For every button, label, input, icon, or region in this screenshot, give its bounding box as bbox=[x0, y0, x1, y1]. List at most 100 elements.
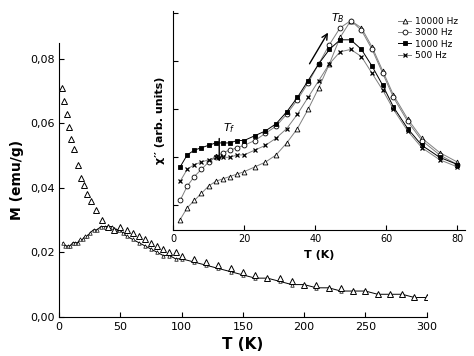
10000 Hz bbox=[327, 62, 332, 66]
10000 Hz bbox=[177, 218, 183, 222]
Legend: 10000 Hz, 3000 Hz, 1000 Hz, 500 Hz: 10000 Hz, 3000 Hz, 1000 Hz, 500 Hz bbox=[396, 15, 460, 62]
3000 Hz bbox=[213, 155, 219, 159]
3000 Hz bbox=[241, 143, 247, 147]
3000 Hz bbox=[177, 198, 183, 203]
500 Hz bbox=[380, 88, 385, 92]
3000 Hz bbox=[369, 47, 375, 52]
500 Hz bbox=[199, 160, 204, 164]
3000 Hz bbox=[455, 162, 460, 167]
500 Hz bbox=[358, 54, 364, 59]
1000 Hz bbox=[419, 143, 425, 147]
500 Hz bbox=[437, 158, 442, 162]
1000 Hz bbox=[199, 146, 204, 150]
10000 Hz bbox=[252, 165, 257, 169]
1000 Hz bbox=[327, 47, 332, 52]
1000 Hz bbox=[213, 141, 219, 145]
1000 Hz bbox=[184, 153, 190, 157]
1000 Hz bbox=[358, 47, 364, 52]
500 Hz bbox=[220, 155, 226, 159]
Line: 3000 Hz: 3000 Hz bbox=[178, 18, 460, 203]
500 Hz bbox=[455, 165, 460, 169]
1000 Hz bbox=[177, 165, 183, 169]
1000 Hz bbox=[305, 78, 311, 83]
1000 Hz bbox=[273, 122, 279, 126]
500 Hz bbox=[337, 50, 343, 54]
3000 Hz bbox=[220, 150, 226, 155]
3000 Hz bbox=[273, 124, 279, 128]
10000 Hz bbox=[405, 117, 410, 121]
Y-axis label: χ′′ (arb. units): χ′′ (arb. units) bbox=[155, 77, 165, 164]
1000 Hz bbox=[405, 126, 410, 131]
10000 Hz bbox=[284, 141, 290, 145]
10000 Hz bbox=[437, 150, 442, 155]
3000 Hz bbox=[437, 153, 442, 157]
500 Hz bbox=[252, 148, 257, 152]
1000 Hz bbox=[227, 141, 233, 145]
1000 Hz bbox=[455, 162, 460, 167]
10000 Hz bbox=[184, 205, 190, 210]
3000 Hz bbox=[380, 71, 385, 75]
10000 Hz bbox=[273, 153, 279, 157]
1000 Hz bbox=[284, 110, 290, 114]
3000 Hz bbox=[391, 95, 396, 100]
10000 Hz bbox=[316, 86, 321, 90]
1000 Hz bbox=[220, 141, 226, 145]
500 Hz bbox=[177, 179, 183, 183]
3000 Hz bbox=[305, 81, 311, 85]
500 Hz bbox=[405, 129, 410, 133]
Line: 500 Hz: 500 Hz bbox=[178, 47, 460, 184]
3000 Hz bbox=[348, 19, 354, 23]
10000 Hz bbox=[220, 177, 226, 181]
1000 Hz bbox=[294, 95, 301, 100]
500 Hz bbox=[305, 95, 311, 100]
10000 Hz bbox=[191, 198, 197, 203]
10000 Hz bbox=[241, 169, 247, 174]
3000 Hz bbox=[191, 174, 197, 179]
500 Hz bbox=[294, 112, 301, 116]
10000 Hz bbox=[227, 174, 233, 179]
Line: 1000 Hz: 1000 Hz bbox=[178, 37, 460, 169]
10000 Hz bbox=[391, 93, 396, 97]
500 Hz bbox=[391, 107, 396, 111]
500 Hz bbox=[273, 136, 279, 140]
X-axis label: T (K): T (K) bbox=[222, 337, 264, 352]
10000 Hz bbox=[380, 69, 385, 73]
500 Hz bbox=[348, 47, 354, 52]
500 Hz bbox=[213, 155, 219, 159]
500 Hz bbox=[206, 158, 211, 162]
10000 Hz bbox=[234, 172, 240, 176]
3000 Hz bbox=[284, 112, 290, 116]
X-axis label: T (K): T (K) bbox=[303, 250, 334, 260]
500 Hz bbox=[316, 78, 321, 83]
500 Hz bbox=[284, 126, 290, 131]
500 Hz bbox=[419, 146, 425, 150]
1000 Hz bbox=[391, 105, 396, 109]
10000 Hz bbox=[294, 126, 301, 131]
3000 Hz bbox=[227, 148, 233, 152]
Text: $T_B$: $T_B$ bbox=[331, 12, 345, 25]
3000 Hz bbox=[337, 26, 343, 30]
1000 Hz bbox=[369, 64, 375, 68]
3000 Hz bbox=[234, 146, 240, 150]
3000 Hz bbox=[294, 98, 301, 102]
3000 Hz bbox=[184, 184, 190, 188]
10000 Hz bbox=[369, 45, 375, 49]
10000 Hz bbox=[337, 35, 343, 40]
500 Hz bbox=[263, 143, 268, 147]
Y-axis label: M (emu/g): M (emu/g) bbox=[10, 140, 24, 220]
500 Hz bbox=[241, 153, 247, 157]
3000 Hz bbox=[252, 138, 257, 143]
10000 Hz bbox=[206, 184, 211, 188]
500 Hz bbox=[191, 162, 197, 167]
1000 Hz bbox=[241, 138, 247, 143]
1000 Hz bbox=[380, 83, 385, 88]
Line: 10000 Hz: 10000 Hz bbox=[178, 18, 460, 222]
1000 Hz bbox=[348, 38, 354, 42]
3000 Hz bbox=[206, 160, 211, 164]
1000 Hz bbox=[437, 155, 442, 159]
1000 Hz bbox=[206, 143, 211, 147]
10000 Hz bbox=[199, 191, 204, 195]
Text: $T_f$: $T_f$ bbox=[223, 121, 235, 135]
3000 Hz bbox=[358, 28, 364, 32]
1000 Hz bbox=[337, 38, 343, 42]
